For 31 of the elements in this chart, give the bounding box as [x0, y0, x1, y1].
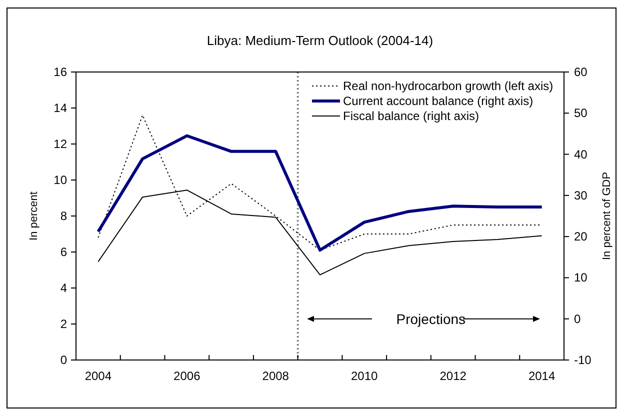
- x-tick-label: 2014: [528, 369, 556, 383]
- y2-tick-label: 60: [574, 65, 588, 79]
- y2-tick-label: 20: [574, 230, 588, 244]
- y2-tick-label: 30: [574, 188, 588, 202]
- y-tick-label: 4: [60, 281, 68, 295]
- y2-tick-label: 40: [574, 147, 588, 162]
- legend-label: Fiscal balance (right axis): [343, 109, 480, 123]
- legend-label: Real non-hydrocarbon growth (left axis): [343, 79, 554, 93]
- line-series: [96, 134, 544, 252]
- y2-tick-label: 50: [574, 106, 588, 120]
- annotation: Projections: [396, 310, 466, 327]
- y-tick-label: 8: [60, 209, 68, 223]
- y-axis-title: In percent: [28, 192, 40, 240]
- x-tick-label: 2008: [262, 369, 290, 383]
- legend-label: Current account balance (right axis): [343, 94, 534, 108]
- y-tick-label: 6: [60, 245, 68, 259]
- y-tick-label: 2: [60, 317, 68, 331]
- x-tick-label: 2006: [174, 369, 201, 383]
- y2-tick-label: 10: [574, 270, 588, 285]
- y-tick-label: 16: [54, 65, 68, 79]
- y2-tick-label: -10: [574, 353, 592, 367]
- y-tick-label: 0: [60, 353, 68, 367]
- x-tick-label: 2004: [84, 369, 112, 383]
- chart-title: Libya: Medium-Term Outlook (2004-14): [206, 33, 434, 48]
- y-tick-label: 12: [54, 137, 68, 151]
- y-tick-label: 14: [54, 101, 68, 115]
- y2-tick-label: 0: [574, 312, 581, 326]
- y-tick-label: 10: [54, 173, 68, 187]
- y2-axis-title: In percent of GDP: [601, 172, 613, 260]
- x-tick-label: 2012: [440, 369, 467, 383]
- x-tick-label: 2010: [351, 369, 378, 383]
